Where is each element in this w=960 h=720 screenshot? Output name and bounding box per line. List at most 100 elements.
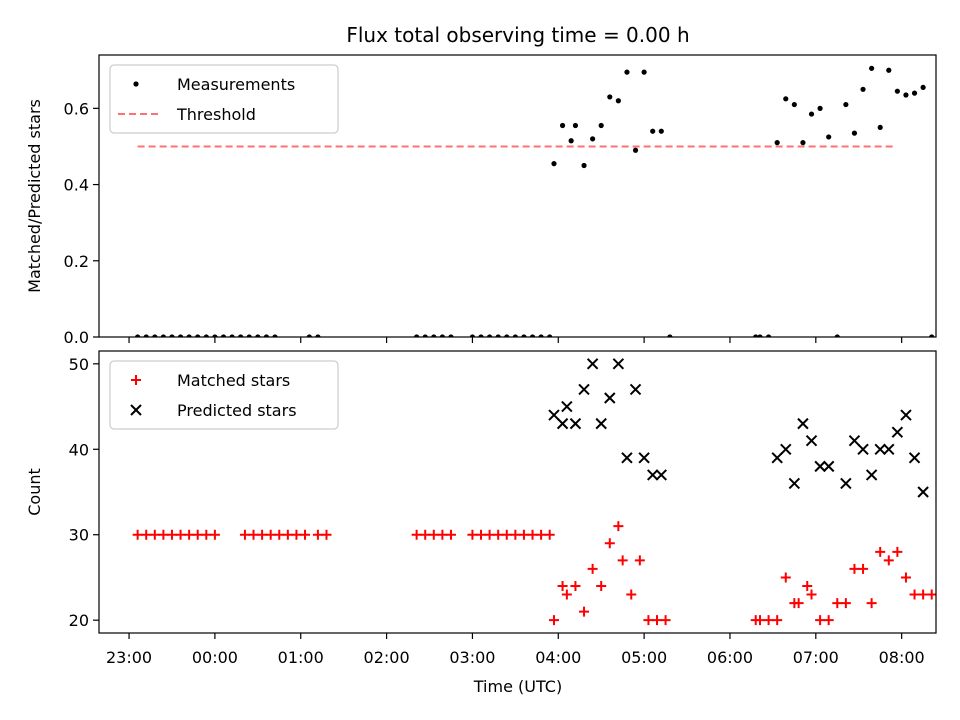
data-point — [437, 529, 448, 540]
data-point — [874, 443, 886, 455]
data-point — [166, 529, 177, 540]
data-point — [487, 334, 493, 337]
data-point — [422, 334, 428, 337]
data-point — [312, 529, 323, 540]
data-point — [581, 162, 587, 169]
legend-box — [109, 360, 339, 430]
data-point — [493, 529, 504, 540]
data-point — [875, 546, 886, 557]
data-point — [849, 563, 860, 574]
data-point — [772, 615, 783, 626]
data-point — [851, 130, 858, 136]
data-point — [561, 589, 572, 600]
data-point — [548, 409, 560, 421]
data-point — [805, 435, 818, 447]
data-point — [621, 452, 633, 464]
data-point — [848, 435, 861, 447]
data-point — [877, 124, 883, 131]
data-point — [840, 598, 851, 609]
data-point — [866, 598, 877, 609]
data-point — [414, 334, 420, 337]
axes-frame — [98, 350, 937, 634]
data-point — [263, 334, 269, 337]
data-point — [586, 358, 599, 370]
data-point — [239, 529, 250, 540]
data-point — [160, 334, 166, 337]
x-tick-label: 05:00 — [621, 648, 667, 667]
data-point — [771, 452, 783, 464]
data-point — [783, 96, 789, 102]
legend-label: Predicted stars — [177, 401, 297, 420]
data-point — [886, 67, 892, 73]
data-point — [238, 334, 244, 337]
x-tick-label: 01:00 — [278, 648, 324, 667]
x-axis-label: Time (UTC) — [473, 677, 562, 696]
data-point — [865, 469, 878, 481]
y-tick-label: 30 — [69, 526, 89, 545]
data-point — [568, 138, 574, 144]
data-point — [917, 486, 929, 498]
data-point — [578, 383, 590, 396]
data-point — [229, 334, 235, 337]
data-point — [652, 615, 662, 626]
data-point — [900, 409, 912, 421]
legend: Matched stars Predicted stars — [109, 360, 339, 430]
data-point — [143, 334, 149, 337]
data-point — [647, 469, 659, 481]
data-point — [411, 529, 422, 540]
data-point — [141, 529, 152, 540]
data-point — [598, 122, 604, 129]
data-point — [869, 65, 875, 71]
x-tick-label: 00:00 — [192, 648, 238, 667]
data-point — [587, 563, 598, 574]
data-point — [624, 69, 630, 75]
data-point — [272, 334, 278, 337]
data-point — [149, 529, 160, 540]
data-point — [918, 589, 929, 600]
data-point — [175, 529, 186, 540]
data-point — [612, 358, 625, 370]
data-point — [476, 529, 487, 540]
data-point — [321, 529, 332, 540]
x-tick-label: 08:00 — [879, 648, 925, 667]
data-point — [510, 529, 521, 540]
legend-handle — [130, 404, 142, 416]
data-point — [840, 477, 852, 490]
data-point — [536, 529, 547, 540]
data-point — [201, 529, 212, 540]
data-point — [843, 101, 849, 108]
data-point — [797, 417, 809, 430]
data-point — [195, 334, 201, 337]
data-point — [220, 334, 227, 337]
data-point — [478, 334, 484, 337]
data-point — [504, 334, 510, 337]
data-point — [512, 334, 518, 337]
data-point — [929, 334, 935, 337]
y-tick-label: 0.0 — [64, 328, 89, 347]
data-point — [753, 334, 759, 337]
x-tick-label: 23:00 — [106, 648, 152, 667]
y-tick-label: 0.4 — [64, 176, 89, 195]
data-point — [291, 529, 302, 540]
data-point — [551, 161, 557, 167]
data-point — [521, 334, 527, 337]
data-point — [802, 581, 813, 591]
data-point — [132, 529, 143, 540]
data-point — [529, 334, 536, 337]
data-point — [192, 529, 203, 540]
legend-label: Matched stars — [177, 371, 290, 390]
data-point — [306, 334, 312, 337]
data-point — [448, 334, 454, 337]
data-point — [604, 392, 616, 404]
data-point — [257, 529, 268, 540]
data-point — [643, 615, 654, 626]
bottom-y-axis-label: Count — [25, 468, 44, 516]
y-tick-label: 40 — [69, 440, 89, 459]
data-point — [626, 589, 637, 600]
data-point — [246, 334, 252, 337]
data-point — [780, 443, 792, 455]
data-point — [559, 122, 566, 129]
data-point — [570, 581, 581, 591]
data-point — [177, 334, 184, 337]
data-point — [135, 334, 141, 337]
